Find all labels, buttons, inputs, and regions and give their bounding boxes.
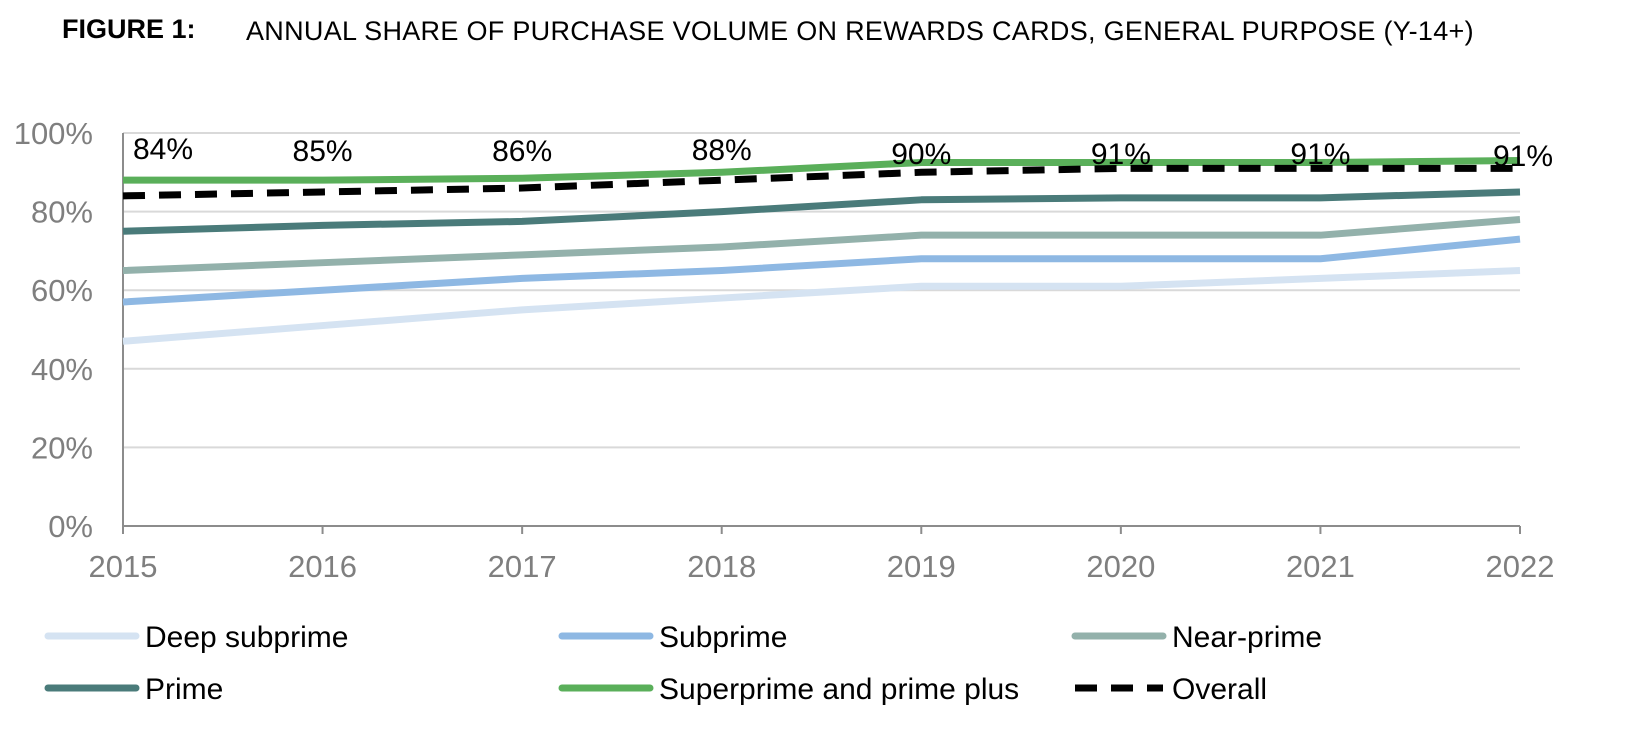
legend-label: Near-prime <box>1172 621 1322 654</box>
legend-label: Prime <box>145 673 223 706</box>
series-line-superprime-and-prime-plus <box>123 157 1521 184</box>
y-tick-label: 60% <box>31 273 93 308</box>
x-tick-label: 2017 <box>488 549 557 584</box>
series-line-overall <box>122 164 1520 200</box>
data-label: 86% <box>492 135 552 168</box>
axes: 0% 20% 40% 60% 80% 100% 2015 2016 2017 2018 2019 20… <box>14 116 1555 584</box>
legend-label: Superprime and prime plus <box>659 673 1019 706</box>
legend-item-prime: Prime <box>44 673 223 706</box>
series-line-deep-subprime <box>122 267 1521 345</box>
x-tick-label: 2019 <box>887 549 956 584</box>
legend-label: Overall <box>1172 673 1267 706</box>
y-tick-label: 80% <box>31 195 93 230</box>
data-label: 91% <box>1290 138 1350 171</box>
x-tick-label: 2015 <box>89 549 158 584</box>
y-tick-label: 0% <box>48 509 93 544</box>
x-tick-label: 2022 <box>1486 549 1555 584</box>
data-label: 91% <box>1493 140 1553 173</box>
series-line-subprime <box>122 235 1521 306</box>
legend-label: Deep subprime <box>145 621 348 654</box>
series-line-prime <box>122 188 1521 235</box>
data-label: 88% <box>692 134 752 167</box>
y-tick-label: 40% <box>31 352 93 387</box>
legend-item-near-prime: Near-prime <box>1071 621 1322 654</box>
legend-item-subprime: Subprime <box>558 621 787 654</box>
data-label: 85% <box>293 135 353 168</box>
legend-label: Subprime <box>659 621 787 654</box>
data-label: 90% <box>891 138 951 171</box>
y-tick-label: 100% <box>14 116 93 151</box>
x-tick-label: 2018 <box>687 549 756 584</box>
series-line-near-prime <box>122 215 1521 275</box>
data-labels: 84% 85% 86% 88% 90% 91% 91% 91% <box>133 133 1553 173</box>
figure-label: FIGURE 1: <box>62 14 196 44</box>
series-lines <box>122 157 1521 345</box>
legend: Deep subprime Subprime Near-prime Prime Supe… <box>44 621 1322 706</box>
x-tick-label: 2021 <box>1286 549 1355 584</box>
data-label: 84% <box>133 133 193 166</box>
y-tick-label: 20% <box>31 430 93 465</box>
figure-title: ANNUAL SHARE OF PURCHASE VOLUME ON REWAR… <box>246 16 1474 46</box>
data-label: 91% <box>1091 138 1151 171</box>
x-tick-label: 2016 <box>288 549 357 584</box>
legend-item-superprime-and-prime-plus: Superprime and prime plus <box>558 673 1019 706</box>
x-tick-label: 2020 <box>1086 549 1155 584</box>
legend-item-overall: Overall <box>1075 673 1267 706</box>
legend-item-deep-subprime: Deep subprime <box>44 621 348 654</box>
